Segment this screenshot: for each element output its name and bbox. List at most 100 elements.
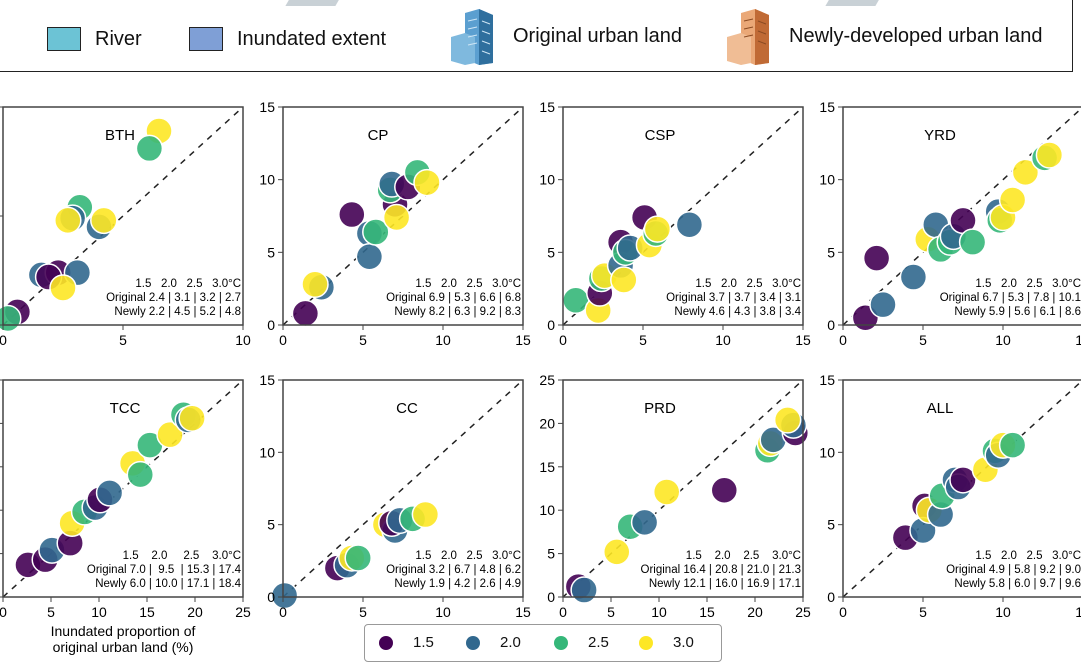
panel-cc: CC 0 5 10 15 0 5 10 15 1.5 2.0 2.5 3.0°C Original … — [259, 372, 531, 620]
y-tick-label: 5 — [267, 517, 275, 533]
x-tick-label: 0 — [0, 332, 7, 348]
x-tick-label: 5 — [919, 604, 927, 620]
legend-item-3-0: 3.0 — [639, 634, 694, 651]
y-tick-label: 0 — [827, 589, 835, 605]
axes-frame — [562, 379, 804, 598]
table-header: 1.5 2.0 2.5 3.0°C — [975, 278, 1081, 290]
legend-item-river: River — [47, 27, 142, 51]
legend-dot — [379, 635, 393, 650]
legend-label: 2.5 — [588, 634, 609, 651]
x-tick-label: 25 — [235, 604, 251, 620]
inundated-swatch — [189, 27, 223, 51]
table-header: 1.5 2.0 2.5 3.0°C — [415, 278, 521, 290]
newly-row: Newly 6.0 | 10.0 | 17.1 | 18.4 — [95, 578, 241, 590]
data-point-3-0 — [610, 266, 638, 294]
data-point-2-0 — [355, 242, 384, 271]
axes-frame — [282, 379, 524, 598]
x-tick-label: 5 — [919, 332, 927, 348]
axes-frame — [842, 379, 1081, 598]
panel-title: BTH — [105, 127, 135, 144]
data-point-3-0 — [301, 270, 329, 299]
legend-label: River — [95, 27, 142, 50]
map-legend: River Inundated extent Original urban la… — [0, 0, 1073, 72]
y-tick-label: 5 — [267, 244, 275, 260]
data-point-2-5 — [135, 134, 164, 163]
building-blue-icon — [451, 9, 493, 65]
data-point-2-0 — [270, 581, 299, 610]
panel-cp: CP 0 5 10 15 0 5 10 15 1.5 2.0 2.5 3.0°C Original … — [259, 99, 531, 348]
x-tick-label: 0 — [279, 604, 287, 620]
x-tick-label: 10 — [715, 332, 731, 348]
y-tick-label: 15 — [539, 99, 555, 115]
data-point-3-0 — [382, 203, 411, 232]
panel-yrd: YRD 0 5 10 15 0 5 10 15 1.5 2.0 2.5 3.0°C Original… — [819, 99, 1081, 348]
x-tick-label: 25 — [795, 604, 811, 620]
x-tick-label: 15 — [699, 604, 715, 620]
data-point-3-0 — [90, 206, 118, 235]
table-header: 1.5 2.0 2.5 3.0°C — [415, 550, 521, 562]
original-row: Original 3.2 | 6.7 | 4.8 | 6.2 — [386, 564, 521, 576]
x-tick-label: 10 — [435, 604, 451, 620]
x-tick-label: 5 — [607, 604, 615, 620]
y-tick-label: 10 — [259, 172, 275, 188]
y-tick-label: 15 — [539, 459, 555, 475]
y-tick-label: 0 — [547, 589, 555, 605]
data-point-3-0 — [603, 538, 631, 566]
original-row: Original 2.4 | 3.1 | 3.2 | 2.7 — [106, 292, 241, 304]
legend-label: Inundated extent — [237, 27, 387, 50]
y-tick-label: 0 — [267, 317, 275, 333]
data-point-2-0 — [630, 508, 659, 537]
y-tick-label: 15 — [819, 99, 835, 115]
x-tick-label: 15 — [515, 604, 531, 620]
x-tick-label: 0 — [559, 332, 567, 348]
y-tick-label: 0 — [547, 317, 555, 333]
data-point-1-5 — [862, 244, 891, 272]
data-point-2-0 — [95, 479, 124, 507]
data-point-2-0 — [675, 210, 704, 239]
y-tick-label: 20 — [539, 415, 555, 431]
original-row: Original 6.7 | 5.3 | 7.8 | 10.1 — [940, 292, 1081, 304]
x-tick-label: 10 — [91, 604, 107, 620]
scenario-legend: 1.5 2.0 2.5 3.0 — [364, 624, 722, 662]
x-tick-label: 20 — [747, 604, 763, 620]
data-point-3-0 — [54, 206, 82, 235]
panel-title: CSP — [645, 127, 676, 144]
table-header: 1.5 2.0 2.5 3.0°C — [135, 278, 241, 290]
axes-frame — [562, 106, 804, 326]
one-to-one-line — [282, 379, 524, 598]
y-tick-label: 10 — [819, 444, 835, 460]
legend-item-original-urban: Original urban land — [449, 7, 682, 65]
data-point-2-5 — [126, 460, 155, 489]
data-point-3-0 — [1035, 141, 1064, 169]
data-point-1-5 — [710, 476, 739, 504]
newly-row: Newly 5.8 | 6.0 | 9.7 | 9.6 — [954, 578, 1081, 590]
y-tick-label: 5 — [827, 244, 835, 260]
y-tick-label: 5 — [547, 546, 555, 562]
y-tick-label: 15 — [259, 99, 275, 115]
y-tick-label: 0 — [267, 589, 275, 605]
data-point-1-5 — [949, 466, 977, 494]
x-tick-label: 15 — [1075, 604, 1081, 620]
data-point-1-5 — [338, 200, 366, 229]
y-tick-label: 5 — [827, 517, 835, 533]
legend-item-inundated: Inundated extent — [189, 27, 386, 51]
table-header: 1.5 2.0 2.5 3.0°C — [695, 278, 801, 290]
legend-item-2-5: 2.5 — [554, 634, 609, 651]
legend-dot — [466, 635, 480, 650]
x-tick-label: 5 — [639, 332, 647, 348]
x-tick-label: 15 — [515, 332, 531, 348]
legend-dot — [639, 635, 653, 650]
y-tick-label: 15 — [259, 372, 275, 388]
x-tick-label: 10 — [435, 332, 451, 348]
data-point-3-0 — [411, 500, 440, 529]
legend-item-1-5: 1.5 — [379, 634, 434, 651]
panel-title: YRD — [924, 127, 956, 144]
panel-title: CC — [396, 400, 418, 417]
panel-tcc: TCC051015202505101520251.5 2.0 2.5 3.0°C… — [0, 379, 251, 620]
newly-row: Newly 1.9 | 4.2 | 2.6 | 4.9 — [394, 578, 521, 590]
table-header: 1.5 2.0 2.5 3.0°C — [686, 550, 801, 562]
data-point-3-0 — [413, 168, 441, 197]
newly-row: Newly 12.1 | 16.0 | 16.9 | 17.1 — [649, 578, 801, 590]
data-point-3-0 — [1011, 158, 1040, 187]
data-point-2-5 — [958, 228, 987, 256]
